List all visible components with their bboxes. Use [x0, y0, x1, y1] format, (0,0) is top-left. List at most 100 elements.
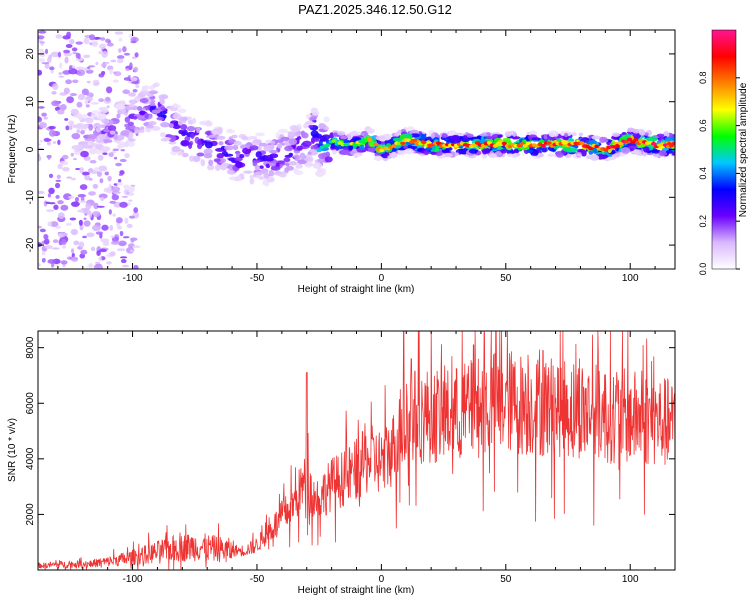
spectrogram-cell [462, 135, 468, 141]
spectrogram-cell [504, 131, 512, 137]
spectrogram-cell [443, 153, 451, 157]
spectrogram-cell [105, 86, 113, 94]
spectrogram-cell [113, 201, 122, 208]
spectrogram-cell [454, 152, 460, 156]
spectrogram-cell [51, 100, 60, 107]
spectrogram-cell [43, 238, 50, 245]
spectrogram-cell [116, 55, 125, 60]
spectrogram-cell [293, 154, 300, 159]
snr-xlabel: Height of straight line (km) [298, 585, 415, 596]
spectrogram-cell [430, 132, 435, 139]
spectrogram-cell [83, 67, 88, 72]
spectrogram-cell [66, 96, 74, 104]
spectrogram-cell [118, 37, 123, 42]
spectrogram-cell [232, 144, 239, 151]
colorbar-axes: 0.0 0.2 0.4 0.6 0.8 [698, 29, 740, 275]
spectrogram-cell [130, 77, 138, 82]
spectrogram-cell [94, 149, 103, 155]
spectrogram-cell [216, 152, 225, 159]
spectrogram-cell [83, 54, 91, 59]
spectrogram-cell [38, 35, 45, 40]
spectrogram-cell [113, 156, 118, 160]
spectrogram-cell [263, 178, 268, 184]
spectrogram-peak-cell [501, 141, 507, 146]
spectrogram-peak-cell [400, 141, 406, 145]
spectrogram-cell [104, 171, 110, 176]
spectrogram-cell [425, 146, 433, 151]
spectrogram-cell [318, 123, 327, 129]
y-tick-label: 10 [25, 96, 36, 108]
spectrogram-cell [100, 197, 105, 202]
spectrogram-cell [130, 40, 137, 44]
spectrogram-cell [533, 149, 539, 156]
spectrogram-cell [60, 260, 68, 265]
spectrogram-cell [70, 177, 76, 181]
spectrogram-cell [403, 145, 408, 149]
spectrogram-cell [265, 155, 274, 162]
spectrogram-cell [123, 188, 127, 195]
spectrogram-cell [664, 137, 672, 142]
spectrogram-cell [68, 65, 73, 71]
spectrogram-cell [180, 123, 188, 131]
spectrogram-cell [58, 72, 63, 75]
spectrogram-cell [94, 82, 100, 85]
spectrogram-cell [52, 247, 60, 250]
spectrogram-cell [71, 132, 81, 140]
spectrogram-cell [160, 106, 166, 111]
spectrogram-peak-cell [421, 140, 427, 145]
spectrogram-cell [484, 148, 491, 154]
spectrogram-cell [128, 199, 133, 202]
spectrogram-cell [317, 168, 324, 172]
spectrogram-cell [129, 131, 134, 139]
spectrogram-cell [68, 120, 75, 126]
spectrogram-cell [180, 140, 190, 147]
spectrogram-cell [88, 211, 93, 218]
spectrogram-cell [57, 51, 62, 58]
spectrogram-cell [94, 167, 99, 172]
spectrogram-cell [98, 165, 108, 172]
spectrogram-cell [192, 155, 201, 163]
spectrogram-cell [124, 116, 131, 123]
spectrogram-cell [83, 217, 87, 220]
spectrogram-cell [71, 253, 75, 258]
spectrogram-cell [109, 251, 116, 257]
spectrogram-cell [47, 259, 56, 264]
spectrogram-cell [204, 141, 213, 149]
spectrogram-cell [249, 145, 259, 151]
spectrogram-cell [135, 85, 140, 88]
spectrogram-cell [288, 138, 298, 145]
spectrogram-cell [77, 93, 86, 101]
spectrogram-cell [303, 123, 309, 129]
spectrogram-peak-cell [561, 141, 567, 145]
spectrogram-cell [670, 136, 675, 141]
y-tick-label: -20 [25, 237, 36, 252]
spectrogram-cell [38, 263, 41, 267]
spectrogram-cell [100, 238, 110, 243]
spectrogram-cell [302, 140, 312, 147]
spectrogram-cell [112, 79, 119, 83]
spectrogram-cell [62, 166, 70, 172]
spectrogram-cell [119, 201, 128, 208]
spectrogram-cell [213, 158, 221, 163]
colorbar: 0.0 0.2 0.4 0.6 0.8 Normalized spectral ampl… [698, 29, 749, 275]
spectrogram-cell [39, 228, 46, 233]
spectrogram-cell [58, 75, 65, 78]
spectrogram-cell [85, 69, 94, 74]
spectrogram-cell [133, 264, 139, 269]
spectrogram-cell [76, 69, 86, 76]
spectrogram-cell [177, 108, 187, 114]
spectrogram-cell [233, 140, 243, 146]
spectrogram-cell [203, 148, 213, 155]
spectrogram-cell [268, 162, 277, 167]
spectrogram-cell [52, 239, 59, 243]
spectrogram-cell [109, 224, 114, 231]
spectrogram-cell [353, 152, 363, 157]
spectrogram-cell [208, 159, 214, 166]
spectrogram-cell [107, 125, 117, 132]
spectrogram-cell [75, 66, 85, 70]
spectrogram-cell [160, 121, 170, 128]
spectrogram-cell [479, 133, 488, 137]
spectrogram-peak-cell [316, 148, 322, 153]
spectrogram-cell [614, 152, 621, 158]
spectrogram-cell [239, 173, 245, 179]
